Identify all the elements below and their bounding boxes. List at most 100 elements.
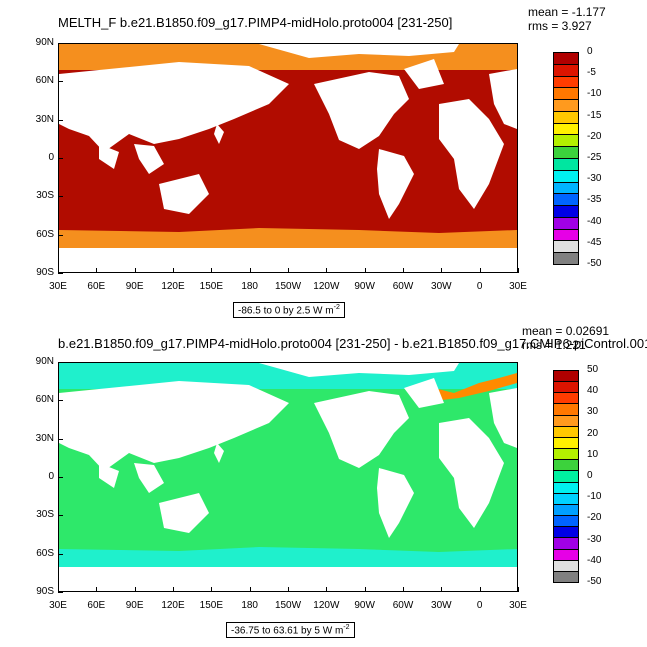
panel2-range-text: -36.75 to 63.61 by 5 W m xyxy=(231,625,344,637)
panel1-lat-label: 60S xyxy=(36,228,54,240)
panel1-legend-label: -40 xyxy=(587,215,602,227)
panel2-range-info: -36.75 to 63.61 by 5 W m-2 xyxy=(226,622,355,639)
panel1-lat-tick xyxy=(58,119,63,121)
panel1-lat-label: 90N xyxy=(35,37,54,48)
panel2-lat-label: 30S xyxy=(36,509,54,521)
panel2-legend-label: 10 xyxy=(587,448,599,460)
panel2-lat-tick xyxy=(58,553,63,555)
panel2-legend-label: 40 xyxy=(587,385,599,397)
panel2-legend-label: 20 xyxy=(587,427,599,439)
panel2-lon-label: 30E xyxy=(509,600,527,611)
panel1-legend-label: -15 xyxy=(587,109,602,121)
panel1-lon-label: 120W xyxy=(313,281,340,292)
panel2-legend-label: -50 xyxy=(587,576,602,587)
panel1-southern-field xyxy=(59,228,517,248)
panel2-rms: rms = 1.221 xyxy=(522,338,586,352)
panel2-lat-tick xyxy=(58,438,63,440)
panel2-lon-tick xyxy=(403,587,404,592)
panel2-map-svg xyxy=(59,363,517,591)
panel1-lon-label: 90W xyxy=(354,281,375,292)
panel2-land xyxy=(59,363,517,591)
panel1-legend-label: 0 xyxy=(587,46,593,57)
panel1-lon-tick xyxy=(58,268,59,273)
panel2-legend-label: 0 xyxy=(587,470,593,481)
panel1-lon-label: 30E xyxy=(509,281,527,292)
panel2-lon-label: 90E xyxy=(125,600,144,611)
panel2-lon-tick xyxy=(364,587,366,592)
panel1-lat-label: 90S xyxy=(36,267,54,278)
panel1-lon-tick xyxy=(441,268,443,273)
panel1-legend-label: -35 xyxy=(587,194,602,206)
panel2-lon-tick xyxy=(134,587,136,592)
panel1-lat-label: 30S xyxy=(36,190,54,202)
panel1-range-info: -86.5 to 0 by 2.5 W m-2 xyxy=(233,302,345,319)
panel1-lon-tick xyxy=(364,268,366,273)
panel2-lon-label: 180 xyxy=(241,600,258,611)
panel1-rms: rms = 3.927 xyxy=(528,19,592,33)
panel1-legend-label: -30 xyxy=(587,173,602,185)
panel2-lon-tick xyxy=(441,587,443,592)
panel2-lat-label: 90N xyxy=(35,356,54,367)
panel2-lat-tick xyxy=(58,477,63,478)
panel1-lon-label: 30E xyxy=(49,281,67,292)
panel1-legend-swatch xyxy=(553,252,579,265)
panel1-lon-label: 60E xyxy=(87,281,106,292)
panel1-lon-tick xyxy=(249,268,251,273)
panel2-lat-tick xyxy=(58,515,63,517)
panel2-legend-label: -30 xyxy=(587,533,602,545)
panel2-lon-label: 120E xyxy=(161,600,185,611)
panel1-map xyxy=(58,43,518,273)
panel2-lon-label: 120W xyxy=(313,600,340,611)
panel1-lat-label: 30N xyxy=(35,113,54,125)
panel1-range-text: -86.5 to 0 by 2.5 W m xyxy=(238,305,334,317)
panel1-legend-label: -5 xyxy=(587,67,596,79)
panel1-lon-label: 90E xyxy=(125,281,144,292)
panel2-southern-field xyxy=(59,547,517,567)
panel2-lat-tick xyxy=(58,592,63,593)
panel2-lat-tick xyxy=(58,400,63,402)
panel2-legend-label: -40 xyxy=(587,554,602,566)
panel2-lon-label: 150E xyxy=(199,600,223,611)
panel2-lon-label: 30E xyxy=(49,600,67,611)
panel2-lon-label: 150W xyxy=(274,600,302,611)
panel2-lat-tick xyxy=(58,362,63,363)
panel1-land xyxy=(59,44,517,272)
panel1-lat-tick xyxy=(58,158,63,159)
panel2-map xyxy=(58,362,518,592)
panel2-lat-label: 0 xyxy=(48,471,54,482)
panel1-lon-tick xyxy=(479,268,481,273)
panel1-lat-tick xyxy=(58,43,63,44)
panel1-lon-label: 0 xyxy=(476,281,483,292)
panel2-lon-tick xyxy=(96,587,98,592)
panel2-legend-swatch xyxy=(553,570,579,583)
panel1-lon-tick xyxy=(134,268,136,273)
panel1-lon-tick xyxy=(211,268,213,273)
panel1-range-sup: -2 xyxy=(333,304,340,311)
panel2-legend-label: 30 xyxy=(587,406,599,418)
panel2-lon-tick xyxy=(211,587,213,592)
panel1-legend-label: -20 xyxy=(587,130,602,142)
panel2-lon-tick xyxy=(58,587,59,592)
panel2-lon-tick xyxy=(326,587,328,592)
panel2-lon-tick xyxy=(518,587,519,592)
panel1-lon-tick xyxy=(96,268,98,273)
panel1-lat-label: 0 xyxy=(48,152,54,163)
panel1-lon-label: 120E xyxy=(161,281,185,292)
panel1-lat-tick xyxy=(58,196,63,198)
panel1-lon-tick xyxy=(173,268,174,273)
panel1-lon-label: 150W xyxy=(274,281,302,292)
panel1-lon-tick xyxy=(326,268,328,273)
panel2-range-sup: -2 xyxy=(343,624,350,631)
panel2-lon-label: 90W xyxy=(354,600,375,611)
panel1-lon-tick xyxy=(403,268,404,273)
panel2-lon-tick xyxy=(288,587,289,592)
panel2-lon-label: 30W xyxy=(431,600,452,611)
panel1-lat-tick xyxy=(58,81,63,83)
panel2-legend-label: -10 xyxy=(587,491,602,503)
panel1-mean: mean = -1.177 xyxy=(528,5,606,19)
panel1-lat-label: 60N xyxy=(35,75,54,87)
panel1-lon-label: 150E xyxy=(199,281,223,292)
panel1-lat-tick xyxy=(58,234,63,236)
panel1-legend-label: -50 xyxy=(587,258,602,269)
panel1-map-svg xyxy=(59,44,517,272)
